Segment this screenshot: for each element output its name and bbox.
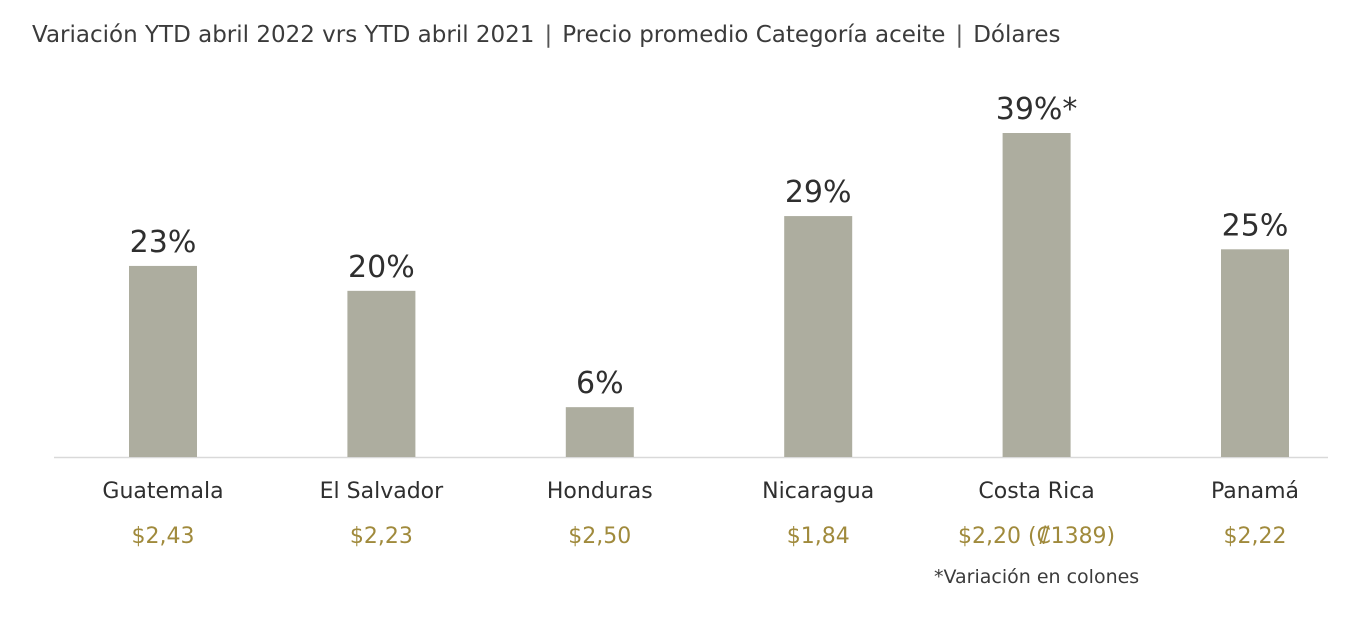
footnote: *Variación en colones [934, 566, 1140, 588]
bar-panama [1221, 249, 1289, 457]
bar-el-salvador [347, 290, 416, 457]
data-label: 25% [1222, 208, 1289, 243]
title-part-category: Precio promedio Categoría aceite [562, 22, 946, 48]
data-label: 29% [785, 175, 852, 210]
price-label: $1,84 [787, 524, 850, 549]
labels-group: 23% Guatemala $2,43 20% El Salvador $2,23 6% Ho… [102, 92, 1299, 549]
price-label: $2,22 [1224, 524, 1287, 549]
bar-costa-rica [1002, 133, 1071, 457]
category-label: Panamá [1211, 479, 1299, 504]
category-label: Nicaragua [762, 479, 874, 504]
data-label: 6% [576, 366, 624, 401]
bars-group [129, 133, 1289, 457]
bar-guatemala [129, 265, 197, 457]
title-part-variation: Variación YTD abril 2022 vrs YTD abril 2… [32, 22, 535, 48]
category-label: Honduras [547, 479, 653, 504]
bar-nicaragua [784, 216, 853, 457]
data-label: 20% [348, 250, 415, 285]
category-label: El Salvador [320, 479, 444, 504]
category-label: Costa Rica [978, 479, 1094, 504]
title-part-currency: Dólares [973, 22, 1061, 48]
price-label: $2,43 [132, 524, 195, 549]
title-separator-2: | [955, 22, 964, 48]
chart-title: Variación YTD abril 2022 vrs YTD abril 2… [32, 22, 1061, 48]
price-label: $2,23 [350, 524, 413, 549]
category-label: Guatemala [102, 479, 223, 504]
title-separator-1: | [544, 22, 553, 48]
price-label: $2,50 [568, 524, 631, 549]
data-label: 23% [130, 225, 197, 260]
data-label: 39%* [996, 92, 1078, 127]
bar-honduras [565, 407, 634, 457]
price-label: $2,20 (₡1389) [958, 524, 1115, 549]
